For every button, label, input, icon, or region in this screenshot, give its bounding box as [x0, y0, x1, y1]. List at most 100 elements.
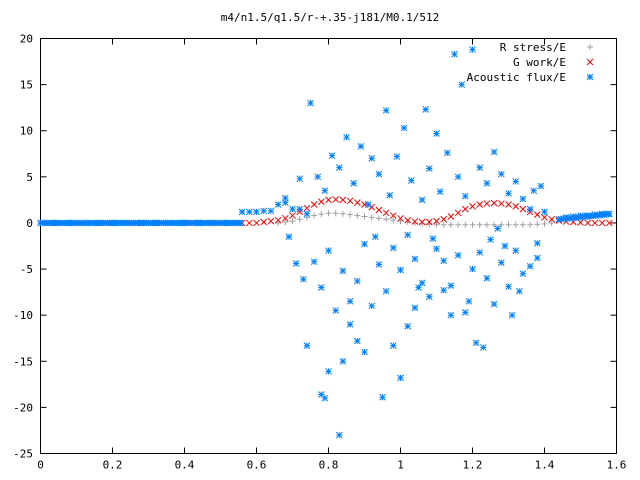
data-point: [389, 342, 397, 349]
data-point: [282, 219, 289, 226]
x-tick-label: 0.2: [103, 459, 123, 472]
data-point: [332, 307, 340, 314]
data-point: [440, 257, 448, 265]
data-point: [458, 81, 466, 88]
data-point: [389, 244, 397, 252]
y-axis: 20 15 10 5 0 -5 -10 -15 -20 -25: [13, 33, 617, 461]
data-point: [325, 368, 332, 375]
data-point: [325, 247, 332, 254]
data-point: [461, 192, 469, 200]
data-point: [494, 225, 502, 232]
y-tick-label: -5: [20, 263, 33, 276]
data-point: [353, 199, 361, 207]
legend-label: G work/E: [513, 56, 566, 69]
data-point: [519, 270, 527, 278]
data-point: [469, 221, 476, 228]
data-point: [260, 218, 268, 226]
data-point: [461, 309, 469, 316]
data-point: [598, 219, 606, 227]
data-point: [433, 217, 440, 225]
data-point: [454, 251, 462, 259]
data-point: [361, 213, 368, 220]
data-point: [605, 219, 613, 227]
data-point: [508, 311, 516, 319]
data-point: [479, 344, 487, 351]
data-point: [436, 188, 444, 195]
acoustic-baseline-band: [37, 210, 612, 227]
plot-frame: [40, 38, 617, 454]
data-point: [519, 195, 527, 203]
data-point: [375, 215, 382, 222]
data-point: [307, 99, 314, 107]
data-point: [433, 245, 440, 253]
y-tick-label: 5: [26, 171, 33, 184]
data-point: [361, 240, 368, 248]
data-point: [497, 200, 505, 207]
data-point: [447, 213, 455, 220]
x-tick-label: 1: [397, 459, 404, 472]
data-point: [289, 218, 296, 225]
data-point: [253, 208, 260, 216]
data-point: [530, 187, 538, 195]
data-point: [451, 50, 458, 58]
data-point: [382, 209, 390, 217]
data-point: [350, 179, 358, 187]
data-point: [541, 220, 548, 227]
data-point: [383, 216, 390, 223]
data-point: [267, 217, 275, 225]
data-point: [443, 149, 451, 157]
data-point: [375, 261, 383, 268]
data-point: [296, 175, 304, 183]
y-tick-label: -25: [13, 448, 33, 461]
y-tick-label: 0: [26, 217, 33, 230]
data-point: [519, 205, 527, 213]
x-axis: 0 0.2 0.4 0.6 0.8 1 1.2 1.4 1.6: [37, 38, 626, 472]
data-point: [368, 302, 376, 310]
data-point: [311, 212, 318, 219]
data-point: [440, 221, 447, 228]
data-point: [476, 201, 484, 208]
data-point: [519, 221, 526, 228]
data-point: [425, 218, 433, 226]
data-point: [310, 258, 318, 266]
data-point: [526, 262, 534, 270]
data-point: [339, 357, 347, 365]
data-point: [361, 348, 368, 356]
chart-title: m4/n1.5/q1.5/r-+.35-j181/M0.1/512: [221, 11, 440, 24]
data-point: [260, 207, 268, 215]
data-point: [299, 275, 307, 283]
data-point: [454, 209, 462, 217]
data-point: [497, 259, 505, 266]
data-point: [296, 216, 303, 223]
data-point: [469, 202, 476, 210]
data-point: [274, 216, 282, 224]
data-point: [332, 196, 340, 203]
data-point: [505, 221, 512, 228]
y-tick-label: 15: [20, 79, 33, 92]
y-tick-label: -10: [13, 309, 33, 322]
data-point: [512, 247, 520, 254]
data-point: [285, 233, 293, 241]
data-point: [353, 337, 361, 345]
legend-marker: [586, 58, 594, 66]
data-point: [533, 239, 541, 247]
y-tick-label: -15: [13, 355, 33, 368]
data-point: [548, 219, 555, 226]
x-tick-label: 0.8: [319, 459, 339, 472]
series-0: [275, 210, 555, 228]
data-point: [483, 274, 491, 282]
data-point: [591, 219, 599, 227]
data-point: [303, 204, 311, 212]
data-point: [274, 201, 282, 208]
data-point: [390, 217, 397, 224]
data-point: [533, 254, 541, 262]
data-point: [303, 342, 311, 349]
data-point: [429, 235, 437, 242]
data-point: [447, 282, 455, 290]
data-point: [537, 182, 545, 190]
data-point: [346, 197, 354, 205]
data-point: [418, 279, 426, 287]
data-point: [476, 164, 484, 171]
data-point: [314, 173, 322, 181]
data-point: [505, 190, 512, 197]
